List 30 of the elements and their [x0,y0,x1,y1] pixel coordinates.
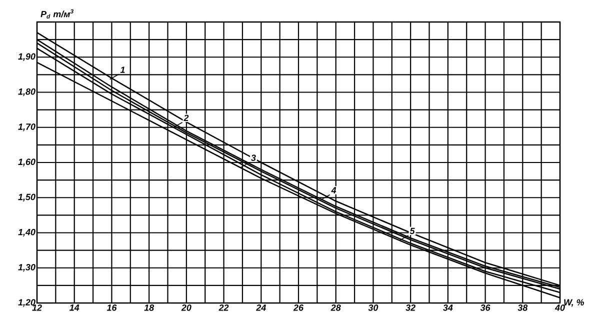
x-tick-label: 34 [443,304,453,311]
y-tick-label: 1,90 [18,53,36,61]
y-tick-label: 1,30 [18,264,36,272]
x-axis-title: W, % [564,299,584,307]
y-tick-label: 1,70 [18,124,36,132]
annotation: 2 [184,114,189,121]
x-tick-label: 40 [554,304,565,311]
x-tick-label: 16 [106,304,117,311]
y-axis-title: P$_{d}$ т/м$^{3}$ [40,9,74,18]
y-tick-label: 1,50 [18,194,36,202]
y-tick-label: 1,20 [18,299,36,307]
x-tick-label: 26 [293,304,304,311]
annotation: 4 [331,187,336,194]
y-tick-label: 1,60 [18,158,36,166]
annotation: 1 [120,66,125,73]
x-tick-label: 38 [518,304,528,311]
y-tick-label: 1,80 [18,88,36,96]
x-tick-label: 12 [32,304,42,311]
x-tick-label: 18 [144,304,154,311]
x-tick-label: 28 [330,304,341,311]
x-tick-label: 14 [70,304,80,311]
annotation: 3 [251,154,256,162]
x-tick-label: 32 [406,304,416,311]
y-tick-label: 1,40 [18,228,36,237]
x-tick-label: 20 [181,304,192,311]
x-tick-label: 36 [480,304,490,311]
x-tick-label: 22 [218,304,229,311]
x-tick-label: 30 [368,304,378,311]
annotation: 5 [410,228,415,234]
x-tick-label: 24 [256,304,266,311]
